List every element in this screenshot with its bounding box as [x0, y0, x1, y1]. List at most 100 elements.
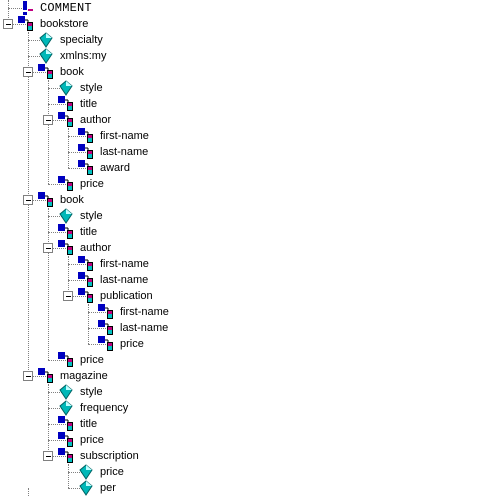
tree-node-label: specialty	[60, 34, 103, 46]
tree-node-label: book	[60, 66, 84, 78]
tree-node-label: price	[80, 354, 104, 366]
tree-connector-horizontal	[8, 8, 26, 9]
tree-node-label: first-name	[120, 306, 169, 318]
tree-connector-horizontal	[48, 440, 66, 441]
collapse-toggle[interactable]	[43, 115, 53, 125]
tree-node-attribute[interactable]: xmlns:my	[0, 48, 500, 64]
tree-node-attribute[interactable]: frequency	[0, 400, 500, 416]
collapse-toggle[interactable]	[43, 243, 53, 253]
attribute-icon	[78, 464, 94, 480]
attribute-icon	[38, 32, 54, 48]
tree-node-attribute[interactable]: style	[0, 384, 500, 400]
element-icon	[78, 128, 94, 144]
attribute-icon	[38, 48, 54, 64]
tree-node-label: book	[60, 194, 84, 206]
tree-node-attribute[interactable]: style	[0, 208, 500, 224]
tree-connector-horizontal	[48, 216, 66, 217]
element-icon	[38, 192, 54, 208]
tree-node-element[interactable]: title	[0, 224, 500, 240]
tree-node-element[interactable]: author	[0, 240, 500, 256]
collapse-toggle[interactable]	[23, 195, 33, 205]
collapse-toggle[interactable]	[3, 19, 13, 29]
tree-node-attribute[interactable]: style	[0, 80, 500, 96]
element-icon	[58, 224, 74, 240]
tree-node-element[interactable]: last-name	[0, 320, 500, 336]
tree-node-element[interactable]: title	[0, 96, 500, 112]
tree-connector-horizontal	[28, 376, 46, 377]
element-icon	[38, 64, 54, 80]
tree-connector-vertical	[8, 8, 9, 24]
tree-connector-horizontal	[48, 232, 66, 233]
tree-node-element[interactable]: price	[0, 336, 500, 352]
tree-node-element[interactable]: author	[0, 112, 500, 128]
tree-node-attribute[interactable]: per	[0, 480, 500, 496]
tree-node-element[interactable]: last-name	[0, 272, 500, 288]
tree-node-element[interactable]: bookstore	[0, 16, 500, 32]
collapse-toggle[interactable]	[23, 371, 33, 381]
tree-node-element[interactable]: book	[0, 192, 500, 208]
tree-connector-horizontal	[68, 296, 86, 297]
collapse-toggle[interactable]	[23, 67, 33, 77]
tree-node-label: author	[80, 242, 112, 254]
tree-node-element[interactable]: first-name	[0, 128, 500, 144]
element-icon	[58, 112, 74, 128]
tree-connector-horizontal	[48, 88, 66, 89]
tree-node-label: magazine	[60, 370, 108, 382]
tree-node-element[interactable]: award	[0, 160, 500, 176]
element-icon	[78, 288, 94, 304]
collapse-toggle[interactable]	[43, 451, 53, 461]
element-icon	[58, 448, 74, 464]
tree-connector-horizontal	[28, 72, 46, 73]
tree-node-label: bookstore	[40, 18, 89, 30]
attribute-icon	[58, 208, 74, 224]
tree-connector-horizontal	[48, 392, 66, 393]
tree-node-label: last-name	[100, 146, 149, 158]
tree-node-label: last-name	[100, 274, 149, 286]
element-icon	[58, 352, 74, 368]
tree-node-element[interactable]: last-name	[0, 144, 500, 160]
tree-connector-horizontal	[28, 40, 46, 41]
tree-node-element[interactable]: subscription	[0, 448, 500, 464]
element-icon	[98, 320, 114, 336]
tree-node-attribute[interactable]: specialty	[0, 32, 500, 48]
tree-node-element[interactable]: first-name	[0, 304, 500, 320]
tree-connector-horizontal	[68, 488, 86, 489]
tree-node-element[interactable]: magazine	[0, 368, 500, 384]
tree-connector-horizontal	[68, 136, 86, 137]
tree-connector-vertical	[48, 248, 49, 360]
tree-node-label: title	[80, 418, 98, 430]
comment-icon	[18, 0, 34, 16]
tree-node-label: per	[100, 482, 116, 494]
collapse-toggle[interactable]	[63, 291, 73, 301]
tree-connector-horizontal	[28, 56, 46, 57]
tree-node-element[interactable]: title	[0, 416, 500, 432]
element-icon	[58, 240, 74, 256]
attribute-icon	[58, 80, 74, 96]
tree-node-label: title	[80, 98, 98, 110]
tree-node-element[interactable]: price	[0, 352, 500, 368]
tree-node-label: author	[80, 114, 112, 126]
tree-connector-vertical	[68, 152, 69, 168]
element-icon	[58, 432, 74, 448]
tree-connector-horizontal	[68, 168, 86, 169]
tree-node-label: style	[80, 82, 103, 94]
tree-node-element[interactable]: first-name	[0, 256, 500, 272]
tree-node-comment[interactable]: COMMENT	[0, 0, 500, 16]
tree-connector-horizontal	[48, 248, 66, 249]
tree-node-element[interactable]: book	[0, 64, 500, 80]
element-icon	[98, 304, 114, 320]
tree-node-element[interactable]: publication	[0, 288, 500, 304]
tree-node-label: price	[80, 434, 104, 446]
tree-node-attribute[interactable]: price	[0, 464, 500, 480]
tree-connector-horizontal	[48, 360, 66, 361]
tree-connector-vertical	[68, 472, 69, 488]
tree-connector-horizontal	[28, 200, 46, 201]
tree-node-element[interactable]: price	[0, 176, 500, 192]
element-icon	[58, 176, 74, 192]
tree-node-label: price	[120, 338, 144, 350]
tree-connector-vertical	[28, 488, 29, 496]
tree-node-label: first-name	[100, 258, 149, 270]
tree-node-element[interactable]: price	[0, 432, 500, 448]
tree-connector-horizontal	[48, 456, 66, 457]
